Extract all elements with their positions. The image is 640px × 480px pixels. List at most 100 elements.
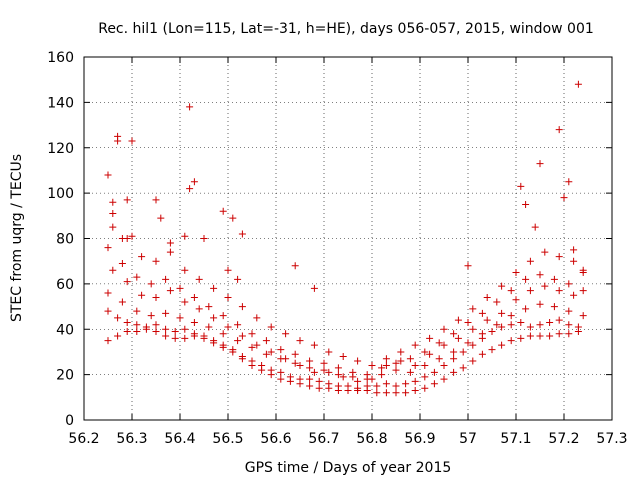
data-point <box>181 325 189 333</box>
data-point <box>363 371 371 379</box>
data-point <box>555 253 563 261</box>
data-point <box>488 328 496 336</box>
data-point <box>320 359 328 367</box>
data-point <box>526 257 534 265</box>
data-point <box>440 362 448 370</box>
data-point <box>469 341 477 349</box>
data-point <box>570 291 578 299</box>
y-tick-label: 160 <box>47 50 74 66</box>
data-point <box>123 278 131 286</box>
data-point <box>478 330 486 338</box>
data-point <box>550 303 558 311</box>
data-point <box>277 375 285 383</box>
data-point <box>109 198 117 206</box>
data-point <box>118 259 126 267</box>
data-point <box>162 332 170 340</box>
data-point <box>411 377 419 385</box>
data-point <box>219 207 227 215</box>
data-point <box>565 307 573 315</box>
data-point <box>469 305 477 313</box>
data-point <box>133 321 141 329</box>
plot-frame <box>83 56 613 421</box>
data-point <box>181 298 189 306</box>
data-point <box>104 244 112 252</box>
data-point <box>104 289 112 297</box>
data-point <box>248 343 256 351</box>
data-point <box>541 248 549 256</box>
data-point <box>344 382 352 390</box>
data-point <box>435 339 443 347</box>
data-point <box>219 341 227 349</box>
data-point <box>133 328 141 336</box>
data-point <box>498 341 506 349</box>
data-point <box>406 368 414 376</box>
y-tick-label: 140 <box>47 95 74 111</box>
data-point <box>454 316 462 324</box>
data-point <box>469 325 477 333</box>
data-point <box>195 305 203 313</box>
data-point <box>498 309 506 317</box>
data-point <box>224 266 232 274</box>
data-point <box>162 309 170 317</box>
data-point <box>114 314 122 322</box>
data-point <box>522 305 530 313</box>
data-point <box>238 230 246 238</box>
x-tick-label: 57.3 <box>596 431 627 447</box>
data-point <box>123 318 131 326</box>
x-tick-label: 56.3 <box>116 431 147 447</box>
data-point <box>190 293 198 301</box>
data-point <box>339 352 347 360</box>
x-axis-label: GPS time / Days of year 2015 <box>245 460 452 476</box>
data-point <box>109 210 117 218</box>
data-point <box>104 337 112 345</box>
data-point <box>522 200 530 208</box>
data-point <box>200 332 208 340</box>
data-point <box>517 318 525 326</box>
data-point <box>579 287 587 295</box>
data-point <box>574 80 582 88</box>
data-point <box>406 355 414 363</box>
data-point <box>176 284 184 292</box>
data-point <box>291 359 299 367</box>
x-tick-label: 56.9 <box>404 431 435 447</box>
data-point <box>430 368 438 376</box>
x-tick-label: 57.1 <box>500 431 531 447</box>
data-point <box>464 262 472 270</box>
data-point <box>517 182 525 190</box>
data-point <box>186 103 194 111</box>
data-point <box>421 384 429 392</box>
data-point <box>526 287 534 295</box>
data-point <box>526 332 534 340</box>
data-point <box>123 196 131 204</box>
data-point <box>210 337 218 345</box>
y-tick-label: 120 <box>47 141 74 157</box>
data-point <box>430 380 438 388</box>
data-point <box>392 382 400 390</box>
data-point <box>315 384 323 392</box>
data-point <box>253 314 261 322</box>
data-point <box>152 257 160 265</box>
data-point <box>411 341 419 349</box>
data-point <box>224 323 232 331</box>
data-point <box>450 355 458 363</box>
data-point <box>512 269 520 277</box>
data-point <box>181 266 189 274</box>
data-point <box>162 325 170 333</box>
data-point <box>536 300 544 308</box>
y-tick-label: 60 <box>56 277 74 293</box>
data-point <box>166 287 174 295</box>
data-point <box>440 341 448 349</box>
data-point <box>310 368 318 376</box>
data-point <box>325 380 333 388</box>
data-point <box>378 371 386 379</box>
data-point <box>118 235 126 242</box>
data-point <box>210 314 218 322</box>
data-point <box>392 366 400 374</box>
data-point <box>469 357 477 365</box>
data-point <box>296 337 304 345</box>
data-point <box>310 341 318 349</box>
data-point <box>296 362 304 370</box>
data-point <box>411 362 419 370</box>
data-point <box>512 296 520 304</box>
data-point <box>397 348 405 356</box>
